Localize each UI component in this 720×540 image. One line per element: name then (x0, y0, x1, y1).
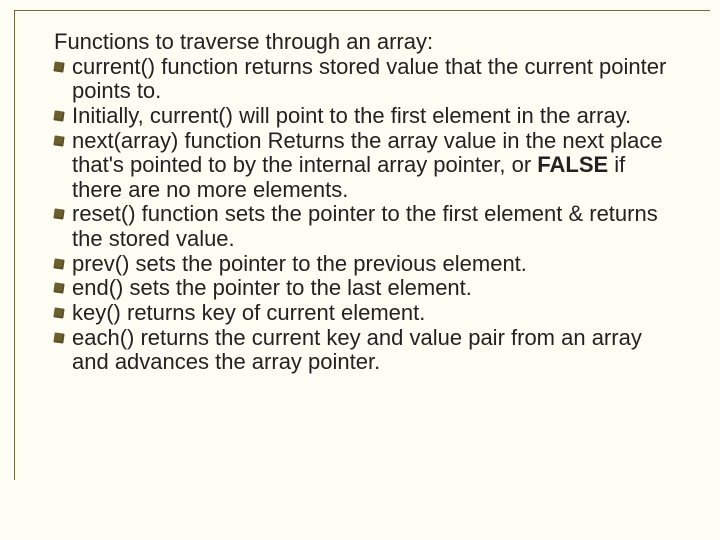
bullet-item: key() returns key of current element. (54, 301, 680, 326)
bullet-item: end() sets the pointer to the last eleme… (54, 276, 680, 301)
bullet-item: next(array) function Returns the array v… (54, 129, 680, 203)
bullet-item: Initially, current() will point to the f… (54, 104, 680, 129)
bullet-item: prev() sets the pointer to the previous … (54, 252, 680, 277)
bullet-item: current() function returns stored value … (54, 55, 680, 104)
bullet-list: current() function returns stored value … (54, 55, 680, 375)
bullet-item: each() returns the current key and value… (54, 326, 680, 375)
slide-header: Functions to traverse through an array: (54, 30, 680, 55)
bullet-item: reset() function sets the pointer to the… (54, 202, 680, 251)
slide-content: Functions to traverse through an array: … (54, 30, 680, 375)
